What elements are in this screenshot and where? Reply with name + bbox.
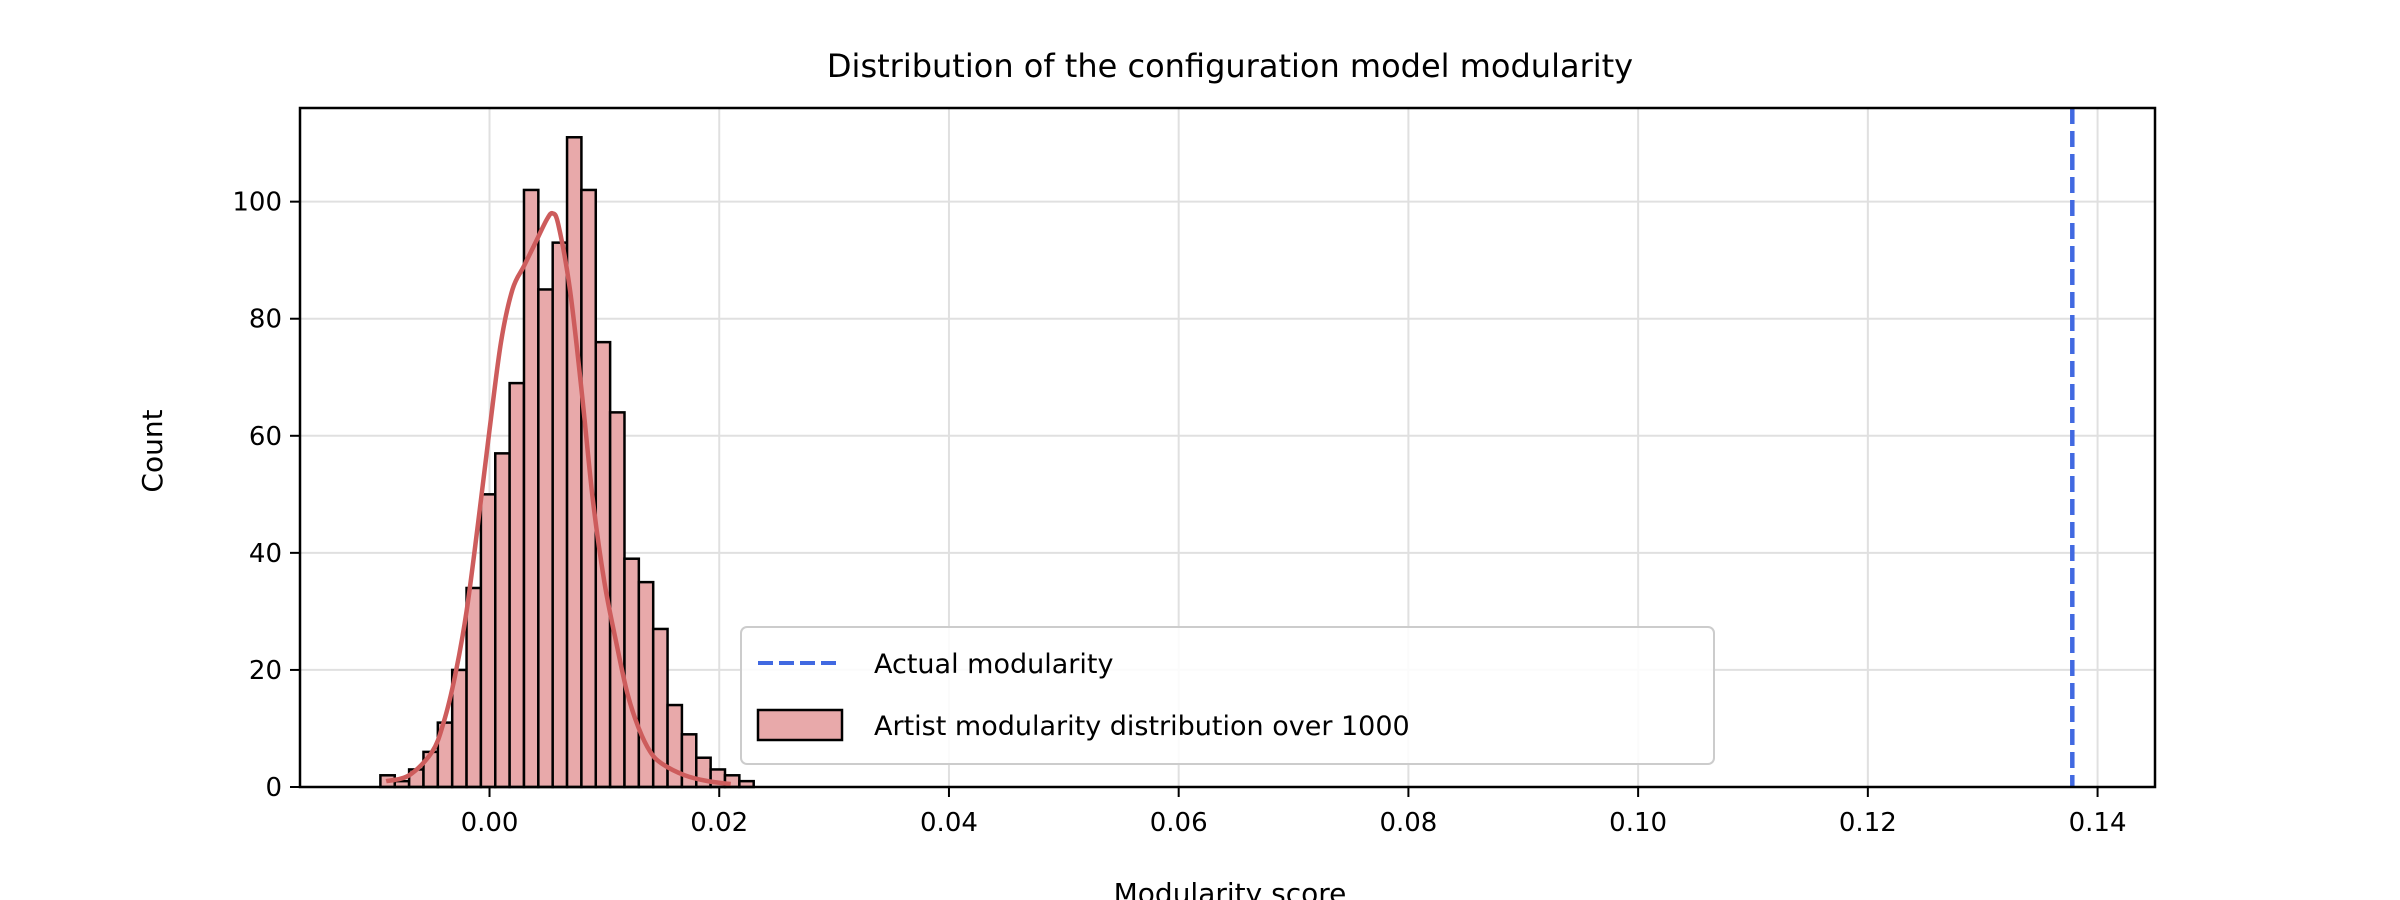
- histogram-bar: [537, 288, 554, 789]
- y-tick-label: 20: [249, 656, 282, 686]
- histogram-bar: [522, 188, 540, 789]
- x-tick-label: 0.08: [1379, 808, 1437, 838]
- chart-title: Distribution of the configuration model …: [827, 47, 1633, 85]
- y-axis-ticks: 0 20 40 60 80 100: [232, 188, 300, 803]
- y-tick-label: 60: [249, 422, 282, 452]
- x-tick-label: 0.02: [690, 808, 748, 838]
- x-tick-label: 0.06: [1150, 808, 1208, 838]
- histogram-bar: [565, 136, 583, 789]
- x-axis-ticks: 0.00 0.02 0.04 0.06 0.08 0.10 0.12 0.14: [461, 787, 2127, 838]
- x-tick-label: 0.12: [1839, 808, 1897, 838]
- x-tick-label: 0.14: [2069, 808, 2127, 838]
- legend: Actual modularity Artist modularity dist…: [740, 626, 1715, 765]
- legend-box: [740, 626, 1715, 765]
- histogram-bar: [551, 241, 569, 789]
- legend-histogram-swatch: [756, 708, 844, 742]
- plot-area-frame: [298, 106, 2157, 789]
- x-tick-label: 0.00: [461, 808, 519, 838]
- x-tick-label: 0.10: [1609, 808, 1667, 838]
- kde-curve: [385, 210, 732, 787]
- histogram-bar: [508, 381, 526, 789]
- x-tick-label: 0.04: [920, 808, 978, 838]
- x-axis-label: Modularity score: [1114, 877, 1347, 900]
- legend-label-actual-modularity: Actual modularity: [874, 649, 1113, 680]
- kde-curve-group: [385, 210, 732, 787]
- y-axis-label: Count: [136, 409, 169, 492]
- y-tick-label: 100: [232, 188, 282, 218]
- y-tick-label: 0: [265, 773, 282, 803]
- y-tick-label: 40: [249, 539, 282, 569]
- histogram-bar: [494, 452, 511, 789]
- histogram-bar: [479, 493, 497, 789]
- legend-label-histogram: Artist modularity distribution over 1000: [874, 711, 1410, 742]
- y-tick-label: 80: [249, 305, 282, 335]
- histogram-bar: [623, 557, 641, 789]
- histogram-bar: [608, 411, 626, 789]
- histogram-bar: [465, 586, 483, 789]
